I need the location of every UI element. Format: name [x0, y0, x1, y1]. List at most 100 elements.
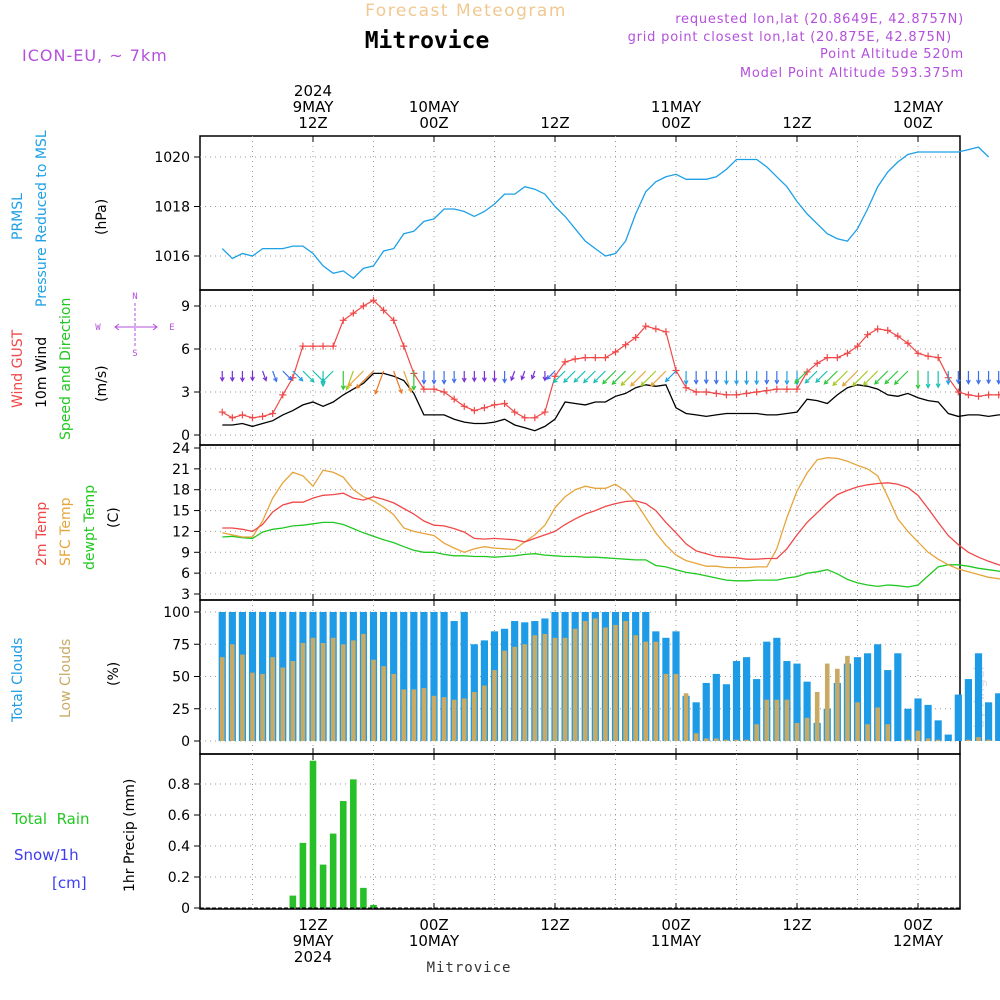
gust-marker — [995, 391, 1000, 399]
wind-arrow-head — [345, 385, 350, 391]
low-cloud-bar — [835, 668, 840, 741]
wind-arrow-head — [774, 379, 780, 385]
gust-marker — [450, 395, 458, 403]
gust-marker — [864, 331, 872, 339]
y-tick-label: 24 — [172, 441, 190, 457]
wind-arrow — [894, 370, 909, 385]
wind-arrow-head — [640, 381, 646, 387]
wind-arrow-head — [784, 380, 790, 386]
wind-arrow-head — [683, 380, 689, 386]
wind-arrow-head — [764, 379, 770, 385]
wind-series — [218, 296, 1000, 432]
wind-arrow — [794, 370, 808, 384]
gust-marker — [269, 410, 277, 417]
clouds-total-label: Total Clouds — [10, 638, 26, 723]
wind-unit: (m/s) — [94, 365, 110, 402]
y-tick-label: 1018 — [154, 200, 190, 216]
wind-arrow — [573, 370, 586, 383]
forecast-meteogram-title: Forecast Meteogram — [365, 1, 567, 21]
gust-marker — [238, 411, 246, 419]
low-cloud-bar — [482, 685, 487, 741]
wind-10m-label: 10m Wind — [34, 337, 50, 408]
gust-marker — [692, 388, 700, 396]
gust-marker — [228, 414, 236, 422]
low-cloud-bar — [250, 672, 255, 741]
total-cloud-bar — [722, 684, 731, 741]
low-cloud-bar — [371, 659, 376, 741]
rain-bar — [299, 842, 307, 908]
low-cloud-bar — [824, 663, 830, 741]
wind-arrow-head — [955, 379, 961, 385]
low-cloud-bar — [552, 637, 558, 741]
low-cloud-bar — [905, 739, 911, 741]
wind-arrow-head — [431, 379, 437, 385]
wind-arrow-head — [552, 378, 558, 384]
rain-bar — [289, 895, 297, 908]
low-cloud-bar — [572, 628, 578, 741]
panel-frames — [199, 135, 961, 910]
wind-arrow — [863, 370, 879, 386]
total-cloud-bar — [410, 612, 418, 741]
wind-arrow — [347, 370, 364, 387]
gust-marker — [682, 384, 690, 392]
total-cloud-bar — [763, 641, 771, 741]
gust-marker — [924, 352, 932, 360]
wind-arrow — [282, 370, 293, 381]
y-tick-label: 0.6 — [168, 808, 190, 824]
rain-bar — [339, 801, 347, 908]
low-cloud-bar — [280, 667, 286, 741]
clouds-unit: (%) — [106, 662, 122, 686]
y-tick-label: 15 — [172, 504, 190, 520]
gust-marker — [833, 354, 841, 362]
wind-arrow — [553, 370, 566, 383]
wind-arrow-head — [815, 378, 821, 384]
pressure-unit: (hPa) — [94, 199, 110, 235]
low-cloud-bar — [391, 673, 396, 741]
y-tick-label: 18 — [172, 483, 190, 499]
wind-arrow-head — [925, 383, 931, 389]
wind-arrow — [302, 370, 315, 383]
low-cloud-bar — [340, 644, 346, 741]
total-cloud-bar — [934, 720, 942, 741]
y-tick-label: 6 — [181, 342, 190, 358]
gust-marker — [632, 334, 640, 342]
wind-arrow-head — [407, 387, 413, 394]
low-cloud-bar — [966, 739, 971, 741]
wind-arrow — [374, 370, 385, 394]
low-cloud-bar — [855, 702, 860, 741]
wind-arrow-head — [471, 377, 477, 383]
gust-marker — [823, 354, 831, 362]
wind-arrow-head — [573, 377, 579, 383]
pressure-label-reduced: Pressure Reduced to MSL — [34, 130, 50, 307]
precip-rain-label: Total Rain — [11, 810, 90, 828]
low-cloud-bar — [683, 693, 689, 741]
pressure-label-prmsl: PRMSL — [10, 193, 26, 240]
gust-marker — [904, 339, 912, 347]
low-cloud-bar — [230, 644, 235, 741]
wind-arrow-head — [309, 377, 315, 383]
gust-marker — [954, 388, 962, 396]
gust-marker — [672, 367, 680, 374]
gust-marker — [541, 408, 549, 416]
wind-arrow-head — [374, 389, 379, 395]
low-cloud-bar — [562, 637, 568, 741]
total-cloud-bar — [440, 612, 448, 741]
gust-marker — [773, 385, 781, 393]
time-label: 12MAY — [893, 98, 944, 116]
wind-arrow-head — [602, 379, 607, 385]
low-cloud-bar — [441, 697, 447, 741]
point-altitude: Point Altitude 520m — [820, 47, 964, 62]
time-label: 2024 — [294, 948, 332, 966]
gust-marker — [733, 391, 740, 399]
rain-bar — [329, 833, 337, 908]
low-cloud-bar — [361, 633, 366, 741]
wind-arrow — [602, 370, 616, 385]
wind-arrow-head — [935, 383, 941, 389]
gust-marker — [601, 354, 609, 362]
low-cloud-bar — [290, 661, 296, 741]
total-cloud-bar — [742, 657, 751, 741]
gust-marker — [259, 412, 267, 420]
panel-frame — [199, 135, 961, 291]
gust-marker — [843, 349, 851, 357]
